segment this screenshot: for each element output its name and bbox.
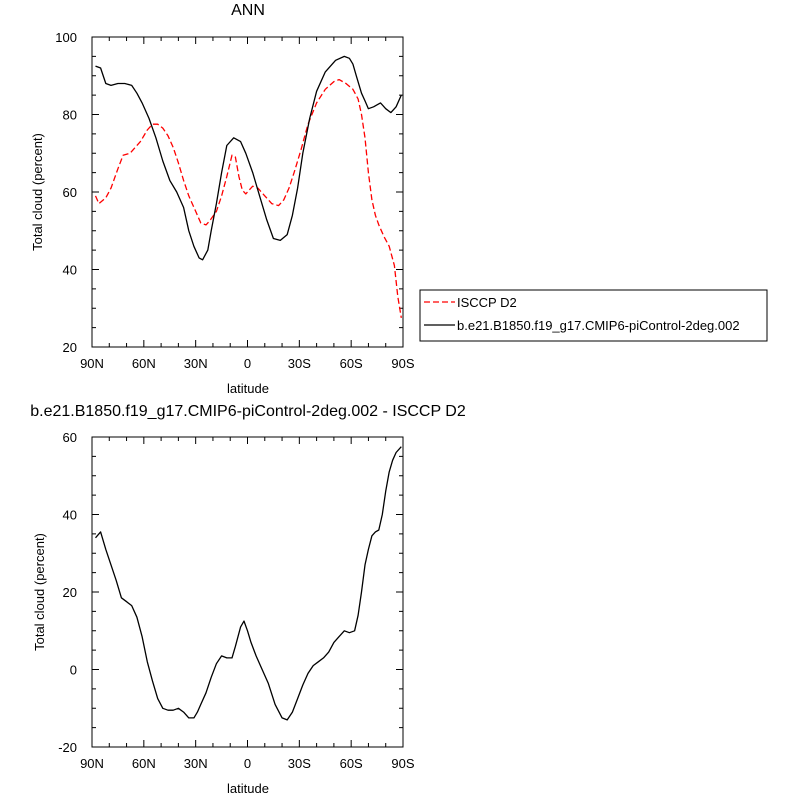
top-x-tick-label: 30N: [184, 356, 208, 371]
bottom-series-lines: [95, 446, 402, 721]
top-series-line-model: [95, 55, 402, 261]
bottom-y-tick-label: 60: [63, 430, 77, 445]
bottom-chart-title: b.e21.B1850.f19_g17.CMIP6-piControl-2deg…: [30, 403, 466, 420]
legend-model-label: b.e21.B1850.f19_g17.CMIP6-piControl-2deg…: [457, 318, 740, 333]
top-axis-ticks: 90N 60N 30N 0 30S 60S 90S 20 40 60 80 100: [55, 30, 415, 371]
bottom-x-tick-label: 90S: [391, 756, 414, 771]
bottom-x-tick-label: 30S: [288, 756, 311, 771]
top-y-tick-label: 20: [63, 340, 77, 355]
bottom-y-axis-label: Total cloud (percent): [32, 533, 47, 651]
bottom-panel: b.e21.B1850.f19_g17.CMIP6-piControl-2deg…: [30, 403, 466, 796]
top-y-tick-label: 100: [55, 30, 77, 45]
top-y-tick-label: 80: [63, 108, 77, 123]
top-x-tick-label: 30S: [288, 356, 311, 371]
top-x-tick-label: 60S: [340, 356, 363, 371]
top-series-line-isccp: [94, 78, 402, 319]
top-x-axis-label: latitude: [227, 381, 269, 396]
bottom-x-tick-label: 30N: [184, 756, 208, 771]
legend-box: [419, 289, 768, 342]
top-panel: ANN 90N 60N 30N 0 30S 60S 90S 20 40 60 80 100 latit…: [30, 2, 415, 396]
bottom-y-tick-label: 40: [63, 508, 77, 523]
legend-isccp-label: ISCCP D2: [457, 295, 517, 310]
top-x-tick-label: 60N: [132, 356, 156, 371]
bottom-plot-frame: [91, 436, 404, 748]
bottom-y-tick-label: -20: [58, 740, 77, 755]
bottom-x-tick-label: 0: [244, 756, 251, 771]
legend: ISCCP D2 b.e21.B1850.f19_g17.CMIP6-piCon…: [419, 289, 768, 342]
top-x-tick-label: 90S: [391, 356, 414, 371]
top-x-tick-label: 0: [244, 356, 251, 371]
bottom-y-tick-label: 0: [70, 663, 77, 678]
bottom-x-tick-label: 60N: [132, 756, 156, 771]
bottom-x-tick-label: 60S: [340, 756, 363, 771]
bottom-axis-ticks: 90N 60N 30N 0 30S 60S 90S -20 0 20 40 60: [58, 430, 415, 771]
bottom-x-axis-label: latitude: [227, 781, 269, 796]
top-plot-frame: [91, 36, 404, 348]
bottom-series-line-model: [95, 446, 402, 721]
bottom-y-tick-label: 20: [63, 585, 77, 600]
top-y-tick-label: 40: [63, 263, 77, 278]
top-y-tick-label: 60: [63, 185, 77, 200]
top-y-axis-label: Total cloud (percent): [30, 133, 45, 251]
top-chart-title: ANN: [231, 2, 265, 19]
top-x-tick-label: 90N: [80, 356, 104, 371]
top-series-lines: [94, 55, 402, 319]
bottom-x-tick-label: 90N: [80, 756, 104, 771]
